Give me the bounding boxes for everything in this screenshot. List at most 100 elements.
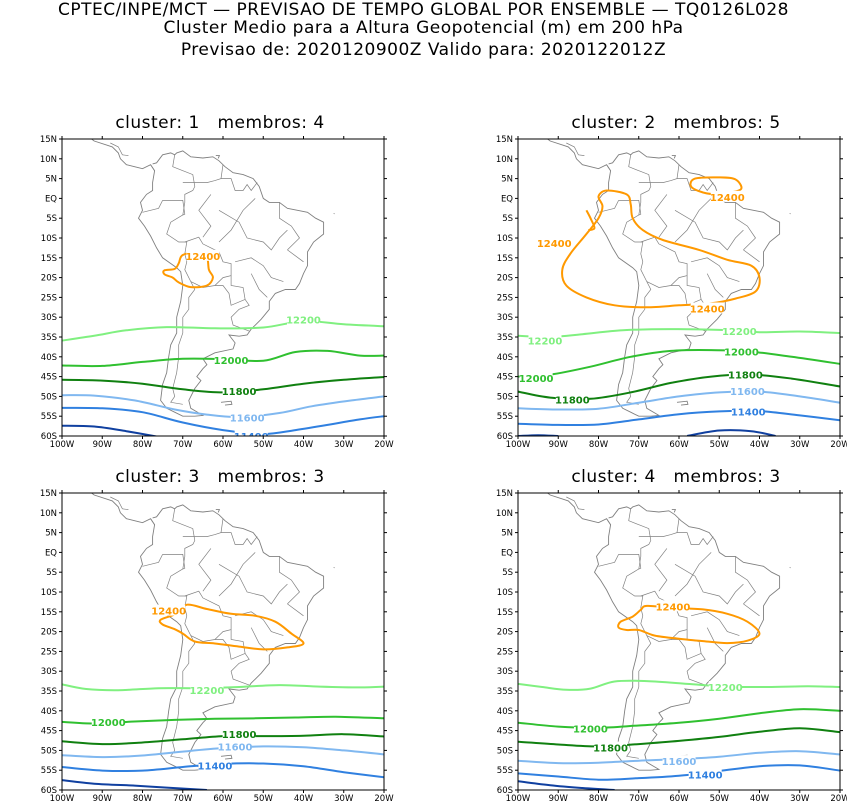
coastline xyxy=(74,135,324,416)
lon-tick-label: 50W xyxy=(254,440,274,450)
contour-label-12200: 12200 xyxy=(286,316,321,327)
coastline xyxy=(840,139,847,165)
lon-tick-label: 30W xyxy=(334,440,354,450)
country-border xyxy=(279,202,299,250)
contour-label-11600: 11600 xyxy=(662,757,697,768)
contour-label-12000: 12000 xyxy=(573,725,608,736)
contour-line-11400 xyxy=(62,408,384,434)
lat-tick-label: 10N xyxy=(496,155,513,165)
contour-line-12000 xyxy=(518,709,840,728)
coastline xyxy=(216,510,220,513)
lat-tick-label: 30S xyxy=(497,667,513,677)
lat-tick-label: 10N xyxy=(40,155,57,165)
coastline xyxy=(672,156,676,159)
country-border xyxy=(639,165,679,183)
lat-tick-label: 55S xyxy=(497,412,513,422)
lon-tick-label: 20W xyxy=(374,440,394,450)
lat-tick-label: 25S xyxy=(41,647,57,657)
contour-label-12000: 12000 xyxy=(724,347,759,358)
lat-tick-label: 40S xyxy=(497,353,513,363)
country-border xyxy=(619,554,651,758)
contour-label-12000: 12000 xyxy=(91,718,126,729)
contour-label-11600: 11600 xyxy=(730,387,765,398)
lat-tick-label: 20S xyxy=(497,274,513,284)
lat-tick-label: 45S xyxy=(41,727,57,737)
country-border xyxy=(707,628,723,652)
country-border xyxy=(279,556,299,604)
country-border xyxy=(143,200,163,212)
country-border xyxy=(183,165,223,183)
lat-tick-label: 25S xyxy=(497,293,513,303)
contour-line-11400 xyxy=(518,411,840,425)
country-border xyxy=(199,194,211,237)
lon-tick-label: 70W xyxy=(629,440,649,450)
lat-tick-label: 30S xyxy=(41,313,57,323)
country-border xyxy=(287,250,303,262)
country-border xyxy=(219,552,255,596)
lat-tick-label: 20S xyxy=(497,628,513,638)
contour-label-11800: 11800 xyxy=(593,744,628,755)
contour-line-11200 xyxy=(518,781,615,790)
country-border xyxy=(199,548,211,591)
contour-label-11600: 11600 xyxy=(218,742,253,753)
lat-tick-label: 15S xyxy=(497,608,513,618)
contour-label-12400: 12400 xyxy=(151,607,186,618)
lon-tick-label: 100W xyxy=(50,440,75,450)
coastline xyxy=(221,755,232,759)
lat-tick-label: 35S xyxy=(497,687,513,697)
contour-label-12200: 12200 xyxy=(190,686,225,697)
lat-tick-label: 15S xyxy=(497,254,513,264)
country-border xyxy=(215,276,245,306)
country-border xyxy=(251,274,267,298)
contour-label-11800: 11800 xyxy=(555,396,590,407)
country-border xyxy=(219,210,287,250)
country-border xyxy=(677,533,713,545)
country-border xyxy=(558,135,562,136)
lat-tick-label: 45S xyxy=(41,373,57,383)
map-plot-cluster-3: 12400122001200011800116001140015N10N5NEQ… xyxy=(20,489,420,807)
contour-label-11800: 11800 xyxy=(222,730,257,741)
lat-tick-label: 15S xyxy=(41,608,57,618)
country-border xyxy=(675,198,711,242)
lon-tick-label: 30W xyxy=(790,440,810,450)
contour-line-12200 xyxy=(62,321,384,340)
contour-label-11600: 11600 xyxy=(230,413,265,424)
header-dates: Previsao de: 2020120900Z Valido para: 20… xyxy=(0,40,847,60)
lon-tick-label: 60W xyxy=(669,440,689,450)
country-border xyxy=(671,630,701,660)
lat-tick-label: 10S xyxy=(41,234,57,244)
lat-tick-label: 10N xyxy=(40,509,57,519)
lat-tick-label: 15N xyxy=(496,135,513,145)
lat-tick-label: 50S xyxy=(41,392,57,402)
contour-label-12200: 12200 xyxy=(708,683,743,694)
map-frame xyxy=(518,139,840,436)
lat-tick-label: EQ xyxy=(501,548,513,558)
country-border xyxy=(221,179,257,191)
country-border xyxy=(143,554,163,566)
coastline xyxy=(221,401,232,405)
coastline xyxy=(672,510,676,513)
country-border xyxy=(671,276,701,306)
lat-tick-label: 5S xyxy=(502,214,513,224)
lat-tick-label: 5N xyxy=(45,529,57,539)
lat-tick-label: 25S xyxy=(497,647,513,657)
lon-tick-label: 80W xyxy=(589,440,609,450)
country-border xyxy=(607,165,611,171)
contour-line-12200 xyxy=(518,329,840,337)
lat-tick-label: 55S xyxy=(41,412,57,422)
country-border xyxy=(655,548,667,591)
header-title: CPTEC/INPE/MCT — PREVISAO DE TEMPO GLOBA… xyxy=(0,0,847,20)
country-border xyxy=(607,519,611,525)
lat-tick-label: 25S xyxy=(41,293,57,303)
lat-tick-label: 40S xyxy=(497,707,513,717)
country-border xyxy=(743,604,759,616)
coastline xyxy=(677,401,688,405)
contour-line-11200 xyxy=(62,426,159,437)
country-border xyxy=(110,143,128,156)
